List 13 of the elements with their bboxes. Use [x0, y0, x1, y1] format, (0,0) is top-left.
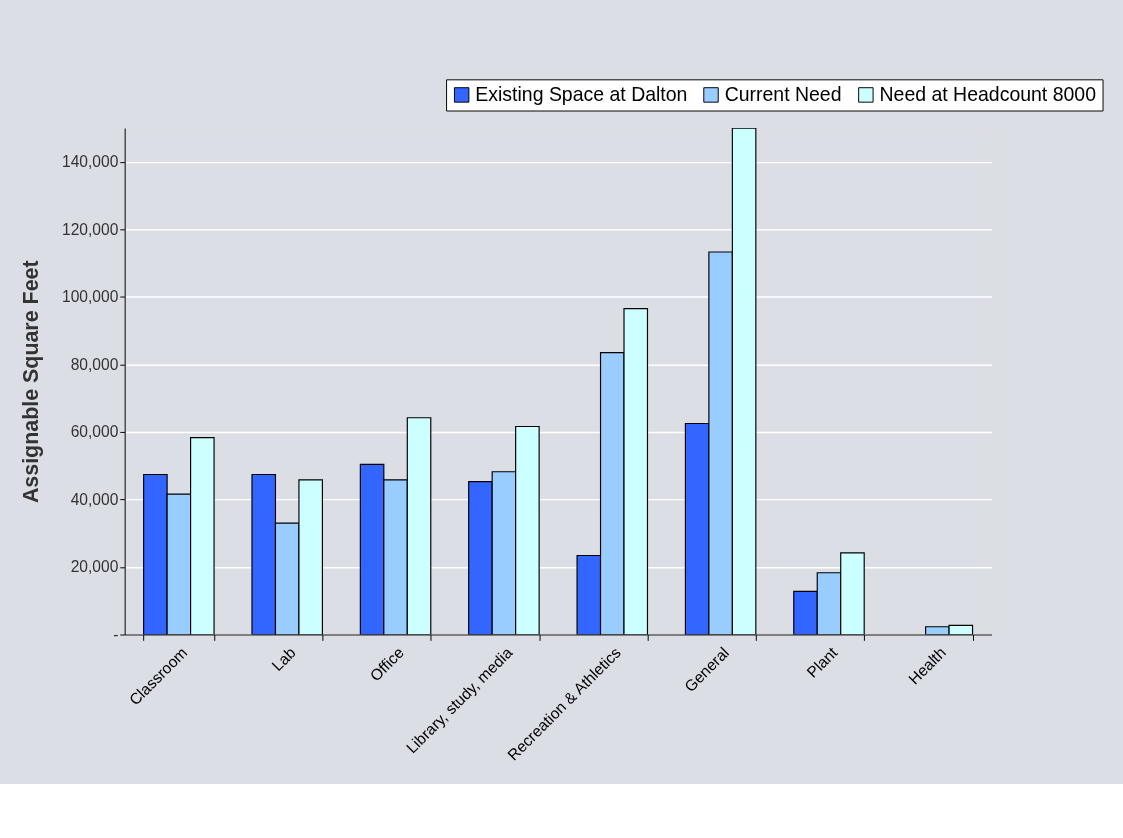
y-tick-label: 120,000: [62, 220, 119, 238]
y-tick-label: 80,000: [70, 355, 119, 373]
x-tick-label: Lab: [268, 643, 299, 675]
y-tick-label: 140,000: [62, 153, 119, 171]
y-tick-label: 100,000: [62, 288, 119, 306]
y-tick-label: 40,000: [70, 490, 119, 508]
y-tick-label: 20,000: [70, 558, 119, 576]
legend-label: Existing Space at Dalton: [475, 82, 688, 105]
y-tick-label: 60,000: [70, 423, 119, 441]
y-axis-title: Assignable Square Feet: [18, 260, 43, 504]
legend-label: Need at Headcount 8000: [879, 82, 1097, 105]
legend-label: Current Need: [724, 82, 842, 105]
y-tick-label: -: [113, 625, 119, 643]
